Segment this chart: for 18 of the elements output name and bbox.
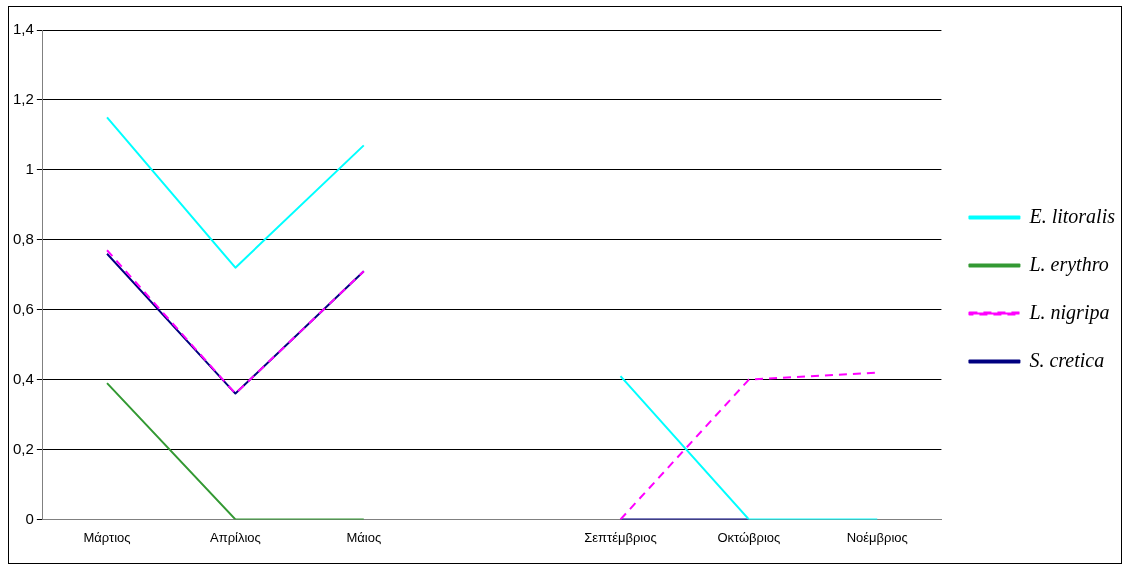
y-tick-label: 0,6	[12, 299, 34, 317]
x-tick-label: Μάρτιος	[83, 529, 131, 545]
y-tick-label: 0	[25, 509, 34, 527]
legend-label: S. cretica	[1029, 348, 1105, 371]
x-tick-label: Οκτώβριος	[717, 529, 781, 545]
legend-label: L. nigripa	[1028, 300, 1110, 324]
y-tick-label: 1	[25, 159, 34, 177]
x-tick-label: Νοέμβριος	[846, 529, 908, 545]
x-tick-label: Μάιος	[346, 529, 382, 545]
y-tick-label: 0,2	[12, 439, 34, 457]
y-tick-label: 0,4	[12, 369, 34, 387]
legend-label: E. litoralis	[1028, 204, 1116, 227]
y-tick-label: 1,2	[12, 90, 34, 108]
x-tick-label: Σεπτέμβριος	[584, 529, 657, 545]
y-tick-label: 1,4	[12, 20, 34, 38]
legend-label: L. erythro	[1028, 252, 1109, 276]
y-tick-label: 0,8	[12, 229, 34, 247]
x-tick-label: Απρίλιος	[210, 529, 261, 545]
